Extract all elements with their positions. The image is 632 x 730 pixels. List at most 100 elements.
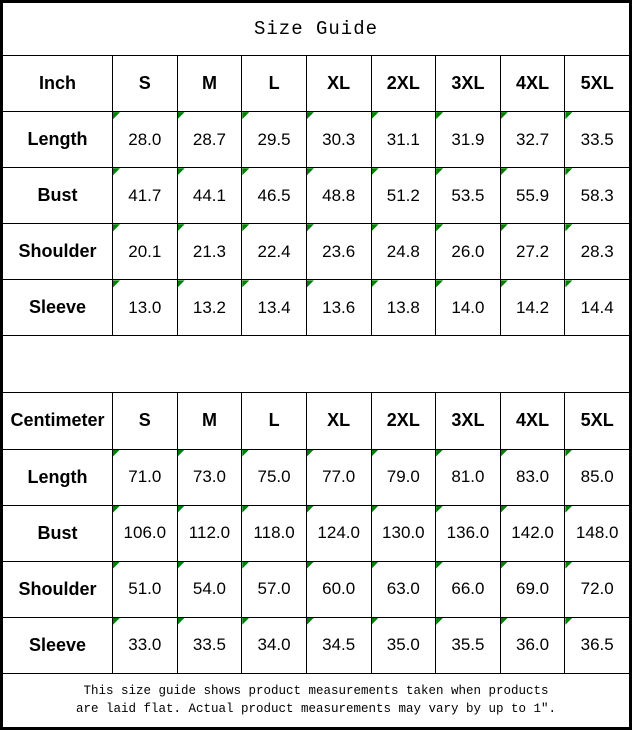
measurement-value-cell-text: 30.3 — [322, 129, 356, 149]
green-corner-triangle-icon — [242, 618, 250, 625]
measurement-value-cell-text: 142.0 — [511, 523, 554, 543]
green-corner-triangle-icon — [371, 280, 379, 288]
measurement-value-cell-text: 33.5 — [580, 129, 614, 149]
measurement-row-inch-length: Length 28.0 28.7 29.5 30.3 31.1 31.9 32.7 33.5 — [2, 111, 630, 169]
measurement-value-cell: 36.5 — [564, 616, 630, 674]
size-header-cell-5xl: 5XL — [564, 55, 630, 113]
measurement-row-inch-shoulder: Shoulder 20.1 21.3 22.4 23.6 24.8 26.0 27.2 28.3 — [2, 223, 630, 281]
measurement-value-cell-text: 66.0 — [451, 579, 485, 599]
green-corner-triangle-icon — [565, 280, 573, 288]
measurement-value-cell-text: 72.0 — [580, 579, 614, 599]
green-corner-triangle-icon — [242, 506, 250, 513]
measurement-label-cell: Shoulder — [2, 223, 113, 281]
green-corner-triangle-icon — [436, 562, 444, 569]
measurement-value-cell-text: 51.0 — [128, 579, 162, 599]
measurement-value-cell: 13.0 — [112, 279, 178, 337]
green-corner-triangle-icon — [307, 618, 314, 625]
measurement-value-cell: 124.0 — [305, 504, 372, 562]
measurement-value-cell-text: 29.5 — [257, 129, 291, 149]
measurement-value-cell: 44.1 — [176, 167, 243, 225]
measurement-value-cell: 73.0 — [176, 448, 243, 506]
measurement-value-cell: 60.0 — [305, 560, 372, 618]
measurement-value-cell-text: 124.0 — [317, 523, 360, 543]
green-corner-triangle-icon — [178, 168, 185, 176]
measurement-value-cell-text: 69.0 — [516, 579, 550, 599]
green-corner-triangle-icon — [371, 168, 379, 176]
measurement-value-cell-text: 60.0 — [322, 579, 356, 599]
size-header-cell-4xl: 4XL — [499, 55, 566, 113]
measurement-value-cell-text: 26.0 — [451, 241, 485, 261]
measurement-value-cell: 83.0 — [499, 448, 566, 506]
green-corner-triangle-icon — [113, 224, 120, 232]
size-header-row-inch: Inch S M L XL 2XL 3XL 4XL 5XL — [2, 55, 630, 113]
measurement-value-cell-text: 14.4 — [580, 297, 614, 317]
measurement-row-inch-sleeve: Sleeve 13.0 13.2 13.4 13.6 13.8 14.0 14.2 14.4 — [2, 279, 630, 337]
measurement-row-centimeter-sleeve: Sleeve 33.0 33.5 34.0 34.5 35.0 35.5 36.0 36.5 — [2, 616, 630, 674]
size-header-cell-l: L — [241, 392, 307, 450]
green-corner-triangle-icon — [565, 168, 573, 176]
table-spacer-row — [2, 335, 630, 394]
green-corner-triangle-icon — [242, 562, 250, 569]
green-corner-triangle-icon — [436, 168, 444, 176]
size-header-cell-s-text: S — [138, 73, 151, 94]
measurement-value-cell-text: 148.0 — [575, 523, 619, 543]
green-corner-triangle-icon — [501, 450, 508, 457]
size-header-cell-m-text: M — [201, 410, 217, 431]
measurement-value-cell: 142.0 — [499, 504, 566, 562]
size-header-cell-l: L — [241, 55, 307, 113]
measurement-value-cell: 75.0 — [241, 448, 307, 506]
measurement-value-cell: 13.8 — [370, 279, 437, 337]
measurement-value-cell-text: 63.0 — [386, 579, 420, 599]
measurement-label-cell: Length — [2, 111, 113, 169]
measurement-value-cell: 130.0 — [370, 504, 437, 562]
green-corner-triangle-icon — [371, 506, 379, 513]
spacer-cell — [2, 335, 630, 394]
measurement-value-cell-text: 36.0 — [516, 635, 550, 655]
size-header-cell-xl-text: XL — [327, 73, 351, 94]
measurement-value-cell: 14.4 — [564, 279, 630, 337]
measurement-label-cell: Sleeve — [2, 279, 113, 337]
measurement-value-cell-text: 71.0 — [128, 467, 162, 487]
green-corner-triangle-icon — [307, 562, 314, 569]
measurement-value-cell-text: 58.3 — [580, 185, 614, 205]
measurement-value-cell-text: 57.0 — [257, 579, 291, 599]
measurement-value-cell-text: 36.5 — [580, 635, 614, 655]
green-corner-triangle-icon — [242, 450, 250, 457]
measurement-value-cell-text: 33.5 — [192, 635, 226, 655]
measurement-value-cell: 53.5 — [435, 167, 501, 225]
unit-label-cell-inch-text: Inch — [38, 73, 76, 94]
measurement-value-cell: 72.0 — [564, 560, 630, 618]
green-corner-triangle-icon — [307, 280, 314, 288]
size-header-cell-3xl: 3XL — [435, 55, 501, 113]
size-header-cell-5xl: 5XL — [564, 392, 630, 450]
footer-note-row: This size guide shows product measuremen… — [2, 672, 630, 729]
green-corner-triangle-icon — [178, 450, 185, 457]
measurement-value-cell: 63.0 — [370, 560, 437, 618]
measurement-label-cell-text: Length — [27, 466, 88, 487]
measurement-value-cell: 112.0 — [176, 504, 243, 562]
measurement-value-cell-text: 130.0 — [382, 523, 425, 543]
green-corner-triangle-icon — [178, 562, 185, 569]
measurement-value-cell: 79.0 — [370, 448, 437, 506]
measurement-value-cell: 28.7 — [176, 111, 243, 169]
green-corner-triangle-icon — [178, 280, 185, 288]
green-corner-triangle-icon — [565, 224, 573, 232]
green-corner-triangle-icon — [436, 506, 444, 513]
green-corner-triangle-icon — [565, 562, 573, 569]
green-corner-triangle-icon — [307, 168, 314, 176]
size-header-cell-s-text: S — [138, 410, 151, 431]
size-header-cell-3xl: 3XL — [435, 392, 501, 450]
measurement-value-cell: 27.2 — [499, 223, 566, 281]
green-corner-triangle-icon — [178, 224, 185, 232]
unit-label-cell-centimeter-text: Centimeter — [10, 410, 105, 431]
measurement-value-cell: 14.2 — [499, 279, 566, 337]
measurement-value-cell: 35.0 — [370, 616, 437, 674]
size-header-cell-m-text: M — [201, 73, 217, 94]
green-corner-triangle-icon — [501, 618, 508, 625]
measurement-value-cell: 26.0 — [435, 223, 501, 281]
measurement-value-cell-text: 31.9 — [451, 129, 485, 149]
measurement-value-cell: 13.6 — [305, 279, 372, 337]
